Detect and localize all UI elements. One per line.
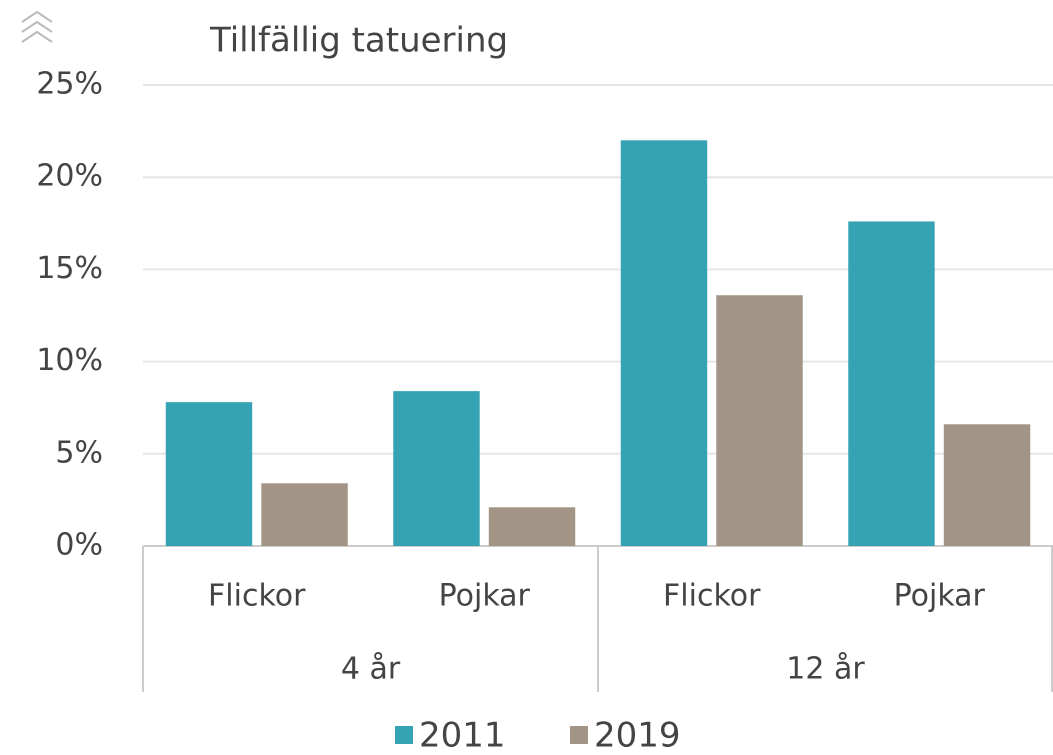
group-label: 4 år bbox=[341, 652, 401, 687]
chart-title: Tillfällig tatuering bbox=[209, 21, 508, 61]
y-tick-label: 0% bbox=[55, 528, 103, 563]
x-tick-label: Flickor bbox=[208, 579, 306, 614]
bar bbox=[488, 507, 576, 546]
legend-label: 2019 bbox=[594, 716, 681, 755]
bar bbox=[165, 402, 253, 546]
x-tick-label: Pojkar bbox=[894, 579, 986, 614]
y-tick-label: 15% bbox=[36, 251, 103, 286]
x-tick-label: Pojkar bbox=[439, 579, 531, 614]
legend-swatch bbox=[570, 726, 588, 744]
bar bbox=[716, 295, 803, 546]
collapse-icon bbox=[21, 10, 53, 43]
bar bbox=[943, 424, 1031, 546]
y-tick-label: 5% bbox=[55, 435, 103, 470]
bar bbox=[261, 483, 348, 546]
legend-label: 2011 bbox=[419, 716, 506, 755]
bar bbox=[620, 140, 708, 546]
x-tick-label: Flickor bbox=[663, 579, 761, 614]
bar bbox=[393, 391, 480, 546]
y-tick-label: 10% bbox=[36, 343, 103, 378]
y-tick-label: 25% bbox=[36, 67, 103, 102]
y-tick-label: 20% bbox=[36, 159, 103, 194]
group-label: 12 år bbox=[786, 652, 865, 687]
legend-swatch bbox=[395, 726, 413, 744]
bar bbox=[848, 221, 935, 546]
